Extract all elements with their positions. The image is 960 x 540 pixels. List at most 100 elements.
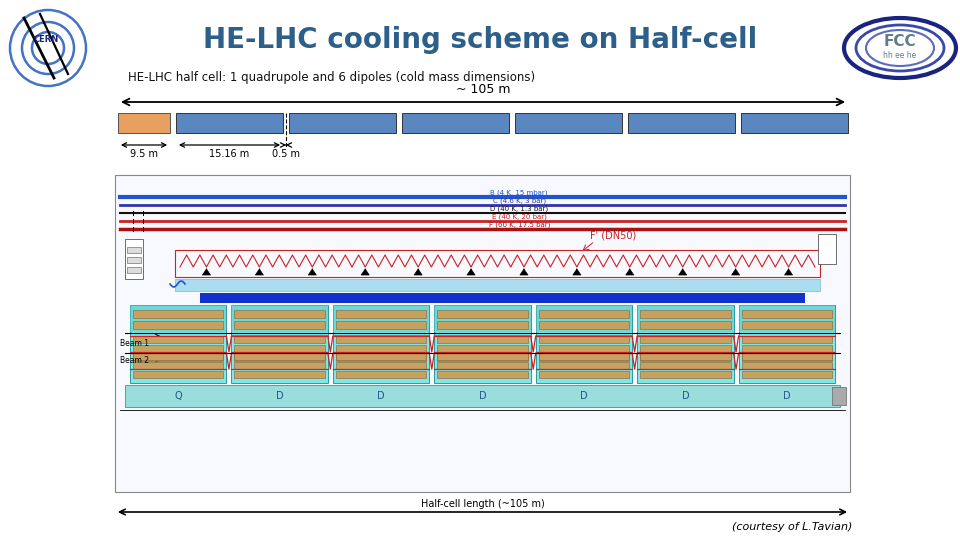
Bar	[640, 371, 731, 378]
Bar	[741, 353, 832, 360]
Bar	[133, 345, 224, 352]
Bar	[234, 336, 324, 343]
Text: F' (DN50): F' (DN50)	[590, 230, 636, 240]
Bar	[336, 336, 426, 343]
Text: D: D	[682, 391, 689, 401]
Polygon shape	[361, 269, 370, 275]
Bar	[438, 336, 528, 343]
Polygon shape	[203, 269, 210, 275]
Bar	[640, 310, 731, 318]
Bar	[640, 321, 731, 329]
Text: D: D	[276, 391, 283, 401]
Bar	[231, 305, 328, 383]
Bar	[133, 353, 224, 360]
Polygon shape	[626, 269, 634, 275]
Bar	[176, 113, 283, 133]
Bar	[336, 362, 426, 369]
Text: Q: Q	[175, 391, 182, 401]
Text: Half-cell length (~105 m): Half-cell length (~105 m)	[420, 499, 544, 509]
Bar	[130, 305, 227, 383]
Text: CERN: CERN	[34, 35, 60, 44]
Bar	[438, 310, 528, 318]
Polygon shape	[255, 269, 263, 275]
Bar	[738, 305, 835, 332]
Text: D (40 K, 1.3 bar): D (40 K, 1.3 bar)	[491, 205, 548, 212]
Text: E (40 K, 20 bar): E (40 K, 20 bar)	[492, 213, 546, 219]
Polygon shape	[520, 269, 528, 275]
Bar	[640, 353, 731, 360]
Bar	[434, 305, 531, 383]
Bar	[438, 354, 528, 361]
Bar	[234, 310, 324, 318]
Bar	[133, 371, 224, 378]
Bar	[289, 113, 396, 133]
Text: D: D	[783, 391, 791, 401]
Bar	[637, 305, 733, 332]
Bar	[539, 336, 629, 343]
Bar	[234, 362, 324, 369]
Bar	[818, 234, 836, 264]
Bar	[741, 310, 832, 318]
Bar	[130, 305, 227, 332]
Bar	[628, 113, 735, 133]
Text: FCC: FCC	[884, 33, 916, 49]
Polygon shape	[414, 269, 422, 275]
Bar	[738, 305, 835, 383]
Bar	[640, 345, 731, 352]
Bar	[539, 354, 629, 361]
Text: C (4.6 K, 3 bar): C (4.6 K, 3 bar)	[492, 197, 546, 204]
Bar	[336, 353, 426, 360]
Text: HE-LHC cooling scheme on Half-cell: HE-LHC cooling scheme on Half-cell	[203, 26, 757, 54]
Bar	[402, 113, 509, 133]
Text: D: D	[479, 391, 487, 401]
Text: Beam 2: Beam 2	[120, 356, 149, 366]
Bar	[539, 310, 629, 318]
Bar	[125, 239, 143, 279]
Polygon shape	[468, 269, 475, 275]
Bar	[115, 175, 850, 492]
Text: ~ 105 m: ~ 105 m	[456, 83, 511, 96]
Text: (courtesy of L.Tavian): (courtesy of L.Tavian)	[732, 522, 852, 532]
Bar	[336, 345, 426, 352]
Bar	[234, 345, 324, 352]
Bar	[438, 362, 528, 369]
Bar	[539, 321, 629, 329]
Bar	[231, 305, 328, 332]
Text: D: D	[580, 391, 588, 401]
Bar	[127, 267, 141, 273]
Bar	[127, 247, 141, 253]
Bar	[539, 362, 629, 369]
Bar	[175, 279, 820, 291]
Bar	[515, 113, 622, 133]
Bar	[438, 321, 528, 329]
Bar	[234, 321, 324, 329]
Bar	[234, 353, 324, 360]
Bar	[539, 371, 629, 378]
Text: D: D	[377, 391, 385, 401]
Bar	[125, 385, 840, 407]
Bar	[832, 387, 846, 405]
Polygon shape	[784, 269, 793, 275]
Bar	[640, 336, 731, 343]
Bar	[741, 113, 848, 133]
Bar	[434, 305, 531, 332]
Bar	[133, 310, 224, 318]
Bar	[333, 305, 429, 383]
Bar	[741, 362, 832, 369]
Text: hh ee he: hh ee he	[883, 51, 917, 59]
Polygon shape	[573, 269, 581, 275]
Bar	[336, 371, 426, 378]
Bar	[536, 305, 632, 332]
Bar	[640, 362, 731, 369]
Polygon shape	[732, 269, 739, 275]
Text: HE-LHC half cell: 1 quadrupole and 6 dipoles (cold mass dimensions): HE-LHC half cell: 1 quadrupole and 6 dip…	[128, 71, 535, 84]
Bar	[336, 310, 426, 318]
Text: B (4 K, 15 mbar): B (4 K, 15 mbar)	[491, 189, 548, 195]
Bar	[741, 336, 832, 343]
Text: Beam 1: Beam 1	[120, 339, 149, 348]
Bar	[741, 345, 832, 352]
Text: F (60 K, 17.5 bar): F (60 K, 17.5 bar)	[489, 221, 550, 227]
Text: 15.16 m: 15.16 m	[209, 149, 250, 159]
Bar	[640, 354, 731, 361]
Bar	[234, 354, 324, 361]
